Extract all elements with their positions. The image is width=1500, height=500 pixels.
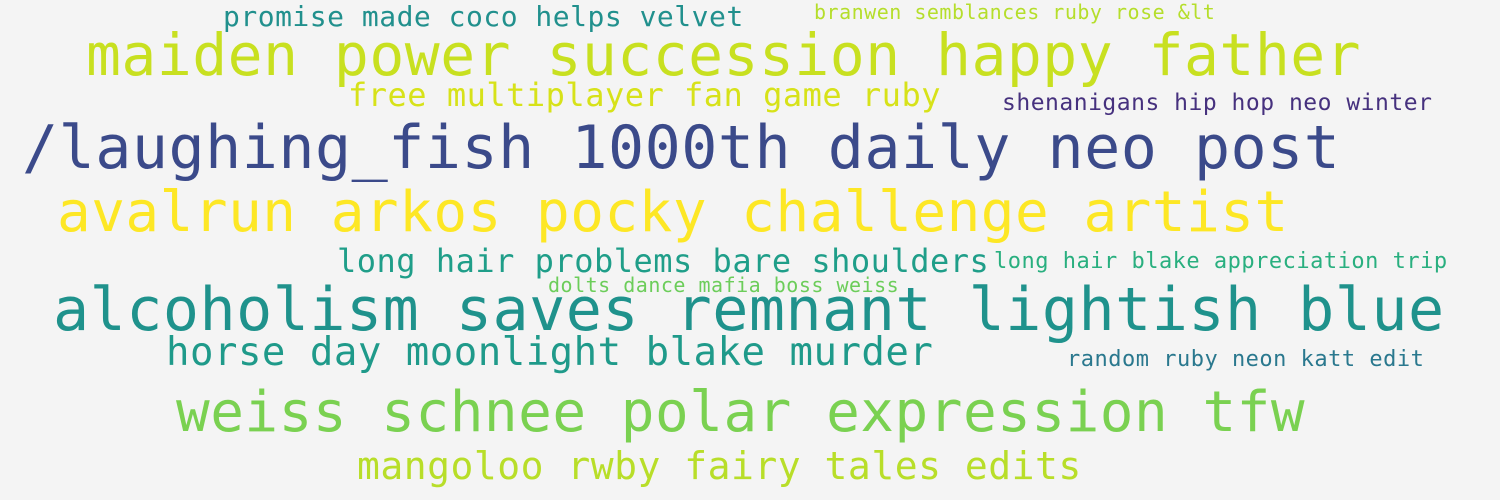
word-cloud-phrase: mangoloo rwby fairy tales edits — [357, 444, 1082, 488]
word-cloud-phrase: long hair blake appreciation trip — [994, 249, 1448, 274]
word-cloud-phrase: dolts dance mafia boss weiss — [548, 273, 900, 297]
word-cloud-phrase: promise made coco helps velvet — [223, 0, 744, 33]
word-cloud-phrase: free multiplayer fan game ruby — [348, 76, 941, 114]
word-cloud-phrase: random ruby neon katt edit — [1067, 347, 1425, 372]
word-cloud-phrase: long hair problems bare shoulders — [337, 242, 990, 280]
word-cloud-phrase: maiden power succession happy father — [86, 21, 1362, 89]
word-cloud-phrase: alcoholism saves remnant lightish blue — [53, 275, 1445, 345]
word-cloud-phrase: weiss schnee polar expression tfw — [176, 380, 1306, 445]
word-cloud-phrase: horse day moonlight blake murder — [166, 330, 934, 375]
word-cloud-phrase: /laughing_fish 1000th daily neo post — [22, 113, 1341, 183]
word-cloud-phrase: branwen semblances ruby rose &lt — [814, 0, 1216, 24]
word-cloud-phrase: shenanigans hip hop neo winter — [1002, 90, 1433, 116]
word-cloud-phrase: avalrun arkos pocky challenge artist — [57, 180, 1289, 245]
